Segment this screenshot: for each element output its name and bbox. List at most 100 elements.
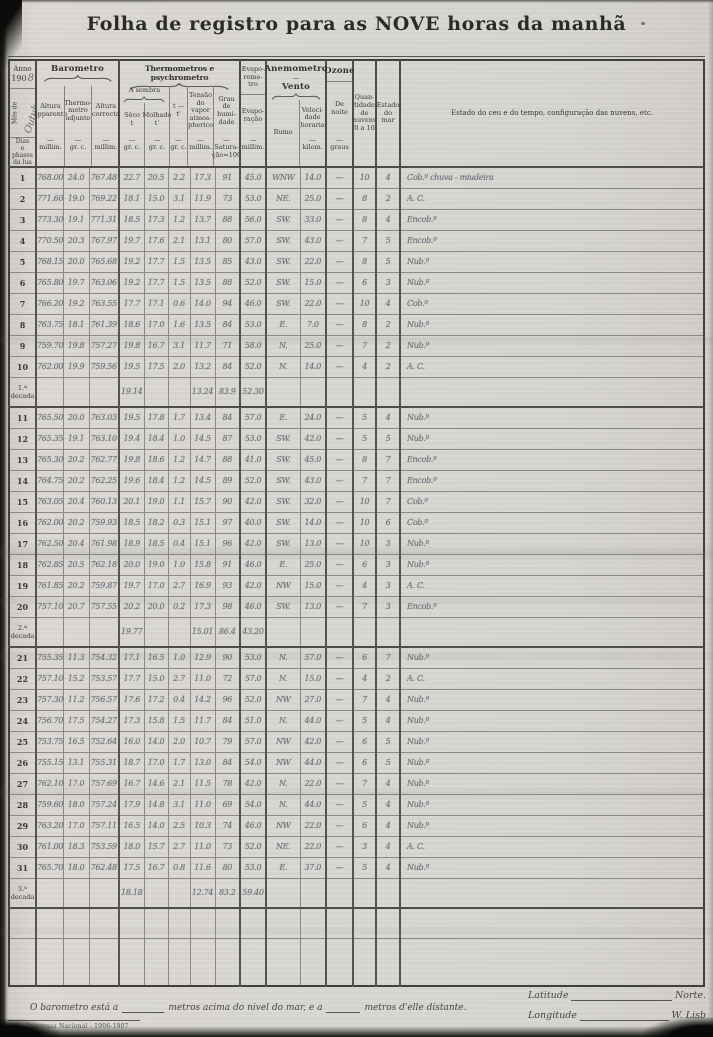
day-number: 6 bbox=[8, 271, 37, 294]
handwritten-cell: 16.7 bbox=[143, 334, 169, 357]
year-handwritten: 8 bbox=[27, 73, 34, 85]
handwritten-cell: 756.70 bbox=[35, 709, 64, 732]
handwritten-cell bbox=[88, 376, 120, 408]
handwritten-cell bbox=[143, 376, 169, 408]
table-row-decada: 1.ª decada 19.14 13.24 83.9 52.30 bbox=[8, 376, 705, 408]
table-row-day: 11 765.50 20.0 763.03 19.5 17.8 1.7 13.4 84 57.0 E… bbox=[8, 406, 705, 429]
header-day-column: Anno 190 8 Mês de Outubro Dias e phases … bbox=[8, 59, 37, 168]
handwritten-cell bbox=[143, 616, 169, 648]
latitude-label: Latitude bbox=[528, 990, 569, 1001]
handwritten-cell: 7 bbox=[375, 448, 401, 471]
handwritten-cell: Nub.º bbox=[399, 646, 705, 669]
handwritten-cell: 19.1 bbox=[62, 427, 90, 450]
handwritten-cell: 7.0 bbox=[299, 313, 327, 336]
handwritten-cell: 15.1 bbox=[189, 511, 216, 534]
handwritten-cell: 753.57 bbox=[88, 667, 120, 690]
handwritten-cell: 18.4 bbox=[143, 427, 169, 450]
handwritten-cell: 88 bbox=[214, 448, 241, 471]
day-number: 11 bbox=[8, 406, 37, 429]
handwritten-cell: 72 bbox=[214, 667, 241, 690]
table-row-day: 4 770.50 20.3 767.97 19.7 17.6 2.1 13.1 80 57.0 SW… bbox=[8, 229, 705, 252]
handwritten-cell: 44.0 bbox=[299, 793, 327, 816]
handwritten-cell: 57.0 bbox=[239, 406, 267, 429]
handwritten-cell: 16.5 bbox=[143, 646, 169, 669]
handwritten-cell: 80 bbox=[214, 229, 241, 252]
handwritten-cell: Nub.º bbox=[399, 709, 705, 732]
handwritten-cell: Nub.º bbox=[399, 688, 705, 711]
handwritten-cell: 1.2 bbox=[167, 208, 191, 231]
handwritten-cell: 52.0 bbox=[239, 688, 267, 711]
handwritten-cell bbox=[299, 616, 327, 648]
handwritten-cell: 74 bbox=[214, 814, 241, 837]
handwritten-cell: 14.0 bbox=[299, 166, 327, 189]
handwritten-cell: N. bbox=[265, 355, 301, 378]
handwritten-cell: — bbox=[325, 448, 354, 471]
handwritten-cell: 13.1 bbox=[189, 229, 216, 252]
day-number: 8 bbox=[8, 313, 37, 336]
handwritten-cell: 18.6 bbox=[118, 313, 145, 336]
handwritten-cell: 763.06 bbox=[88, 271, 120, 294]
handwritten-cell: 96 bbox=[214, 688, 241, 711]
handwritten-cell bbox=[143, 877, 169, 909]
handwritten-cell: 19.8 bbox=[118, 448, 145, 471]
handwritten-cell: 768.00 bbox=[35, 166, 64, 189]
handwritten-cell: — bbox=[325, 730, 354, 753]
handwritten-cell: Encob.º bbox=[399, 469, 705, 492]
barometer-note-text-3: metros d'elle distante. bbox=[364, 1003, 467, 1013]
handwritten-cell: SW. bbox=[265, 229, 301, 252]
handwritten-cell bbox=[35, 376, 64, 408]
handwritten-cell: 86.4 bbox=[214, 616, 241, 648]
handwritten-cell: 757.27 bbox=[88, 334, 120, 357]
handwritten-cell: 17.0 bbox=[62, 814, 90, 837]
handwritten-cell: 24.0 bbox=[299, 406, 327, 429]
day-number: 27 bbox=[8, 772, 37, 795]
handwritten-cell: 1.7 bbox=[167, 751, 191, 774]
handwritten-cell: 12.9 bbox=[189, 646, 216, 669]
handwritten-cell: 42.0 bbox=[239, 532, 267, 555]
handwritten-cell: SW. bbox=[265, 469, 301, 492]
handwritten-cell: 757.69 bbox=[88, 772, 120, 795]
handwritten-cell: 762.77 bbox=[88, 448, 120, 471]
handwritten-cell: 88 bbox=[214, 208, 241, 231]
day-number: 18 bbox=[8, 553, 37, 576]
table-row-day: 31 765.70 18.0 762.48 17.5 16.7 0.8 11.6 80 53.0 E… bbox=[8, 856, 705, 879]
handwritten-cell: 1.2 bbox=[167, 448, 191, 471]
handwritten-cell: WNW bbox=[265, 166, 301, 189]
handwritten-cell: 17.1 bbox=[143, 292, 169, 315]
handwritten-cell: 56.0 bbox=[239, 208, 267, 231]
handwritten-cell bbox=[62, 907, 90, 939]
handwritten-cell: — bbox=[325, 532, 354, 555]
handwritten-cell: — bbox=[325, 208, 354, 231]
handwritten-cell: 13.1 bbox=[62, 751, 90, 774]
handwritten-cell: 1.5 bbox=[167, 271, 191, 294]
anemometro-title: Anemometro bbox=[264, 64, 328, 74]
handwritten-cell: 14.5 bbox=[189, 469, 216, 492]
handwritten-cell bbox=[375, 376, 401, 408]
handwritten-cell bbox=[214, 937, 241, 987]
handwritten-cell: 4 bbox=[375, 856, 401, 879]
handwritten-cell: 19.7 bbox=[62, 271, 90, 294]
handwritten-cell: 19.0 bbox=[143, 553, 169, 576]
header-thermometros-group: Thermometros e psychrometro Á sombra bbox=[118, 59, 241, 168]
scan-edge-bottom bbox=[0, 1026, 713, 1037]
handwritten-cell: 19.8 bbox=[118, 334, 145, 357]
handwritten-cell: 762.48 bbox=[88, 856, 120, 879]
handwritten-cell: Cob.º bbox=[399, 292, 705, 315]
handwritten-cell: 765.30 bbox=[35, 448, 64, 471]
handwritten-cell: 10 bbox=[352, 490, 377, 513]
handwritten-cell: SW. bbox=[265, 595, 301, 618]
handwritten-cell: — bbox=[325, 856, 354, 879]
handwritten-cell: 17.0 bbox=[143, 313, 169, 336]
handwritten-cell: Nub.º bbox=[399, 730, 705, 753]
handwritten-cell: 42.0 bbox=[239, 574, 267, 597]
day-number: 19 bbox=[8, 574, 37, 597]
header-estado-ceu: Estado do ceu e do tempo, configuração d… bbox=[399, 59, 705, 168]
handwritten-cell: 763.20 bbox=[35, 814, 64, 837]
handwritten-cell bbox=[35, 616, 64, 648]
handwritten-cell: 58.0 bbox=[239, 334, 267, 357]
handwritten-cell: 0.4 bbox=[167, 532, 191, 555]
day-number: 26 bbox=[8, 751, 37, 774]
handwritten-cell: NW bbox=[265, 574, 301, 597]
scan-speck bbox=[641, 22, 645, 25]
handwritten-cell: 53.0 bbox=[239, 646, 267, 669]
